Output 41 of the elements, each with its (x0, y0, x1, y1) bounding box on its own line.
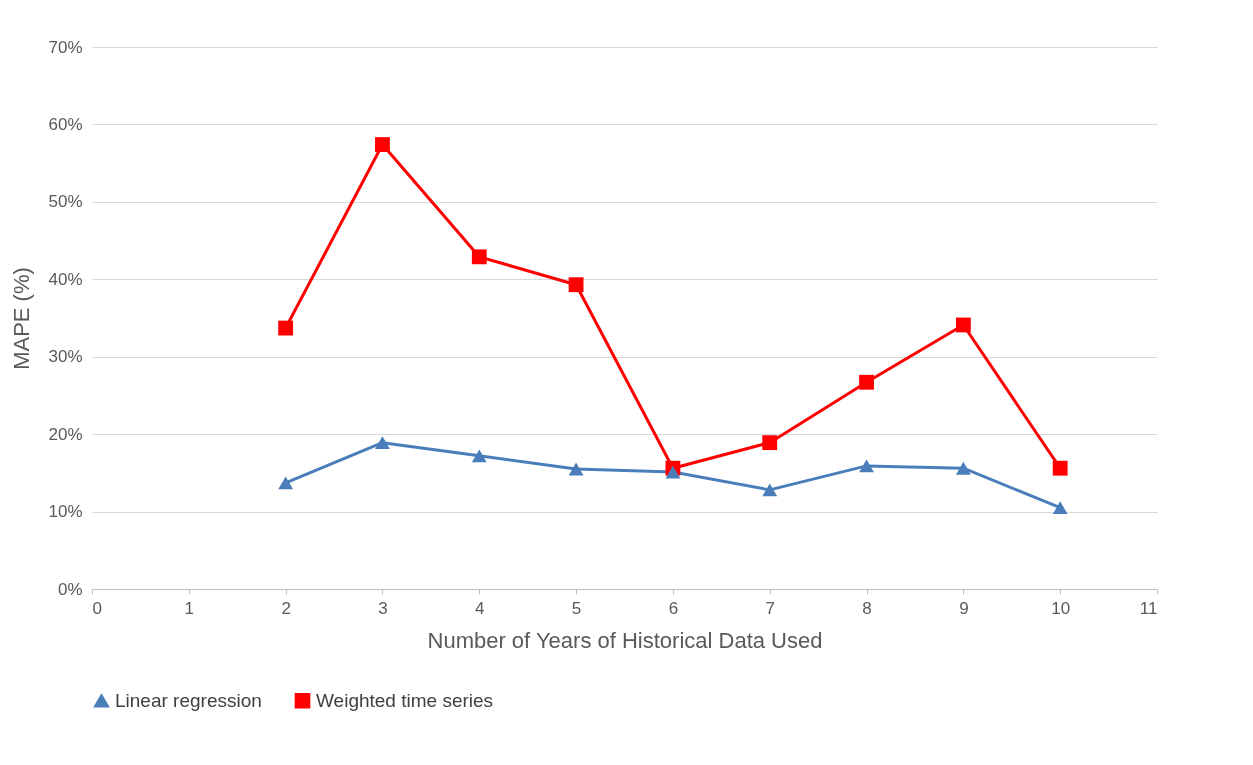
point (568, 462, 584, 476)
x-tick-label: 1 (184, 598, 195, 618)
point (859, 459, 874, 473)
point (471, 249, 487, 265)
y-tick-label: 0% (57, 579, 83, 599)
y-tick-label: 20% (48, 424, 83, 444)
x-tick-label: 9 (959, 598, 969, 618)
y-tick-label: 60% (48, 114, 83, 134)
y-tick-label: 50% (48, 192, 83, 212)
point (278, 320, 294, 336)
point (375, 137, 390, 152)
x-tick-label: 6 (668, 598, 679, 618)
x-axis-title: Number of Years of Historical Data Used (427, 627, 823, 653)
x-tick-label: 2 (281, 598, 291, 618)
point (859, 374, 874, 390)
x-tick-label: 0 (92, 598, 102, 618)
x-tick-label: 5 (571, 598, 582, 618)
point (278, 476, 294, 490)
point (471, 449, 487, 463)
y-tick-label: 30% (48, 347, 83, 367)
point (762, 483, 778, 497)
legend-label: Weighted time series (316, 689, 494, 711)
y-tick-label: 10% (48, 502, 83, 522)
x-tick-label: 8 (862, 598, 872, 618)
point (568, 277, 584, 293)
x-tick-label: 3 (378, 598, 388, 618)
legend-label: Linear regression (115, 689, 262, 711)
point (955, 317, 971, 333)
point (1052, 460, 1068, 476)
point (665, 465, 681, 479)
y-tick-label: 40% (48, 269, 83, 289)
x-tick-label: 10 (1051, 598, 1071, 618)
x-tick-label: 11 (1139, 598, 1158, 618)
x-tick-label: 7 (765, 598, 775, 618)
y-axis-title: MAPE (%) (9, 267, 35, 370)
y-tick-label: 70% (48, 37, 83, 57)
point (762, 435, 778, 451)
x-tick-label: 4 (475, 598, 485, 618)
point (375, 436, 390, 450)
point (1052, 501, 1068, 515)
point (955, 461, 971, 475)
